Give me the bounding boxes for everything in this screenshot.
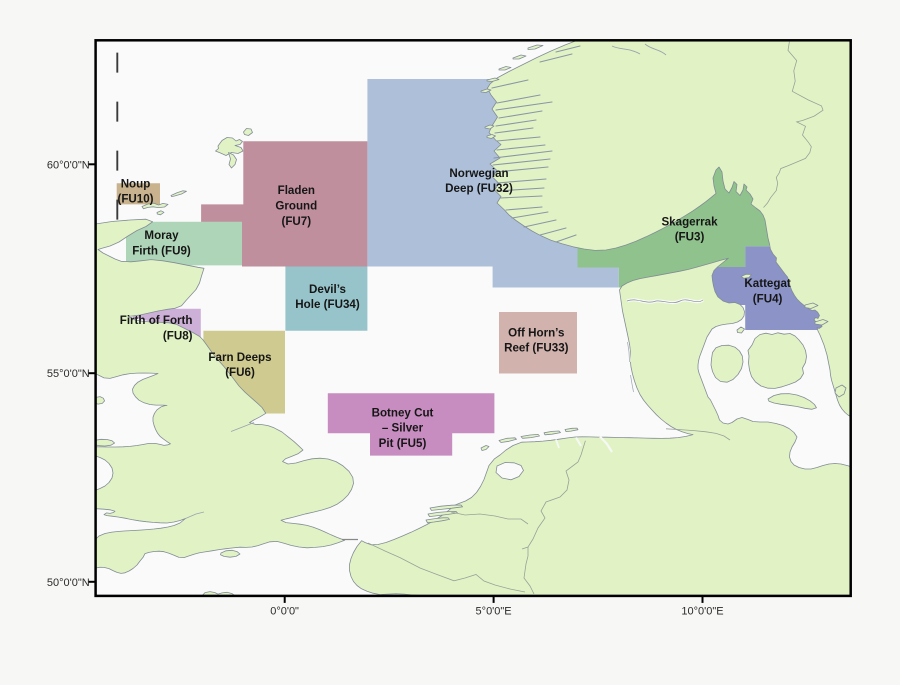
svg-text:55°0'0"N: 55°0'0"N — [47, 368, 90, 380]
svg-text:Pit (FU5): Pit (FU5) — [379, 437, 427, 450]
svg-text:(FU4): (FU4) — [753, 292, 783, 305]
svg-text:(FU7): (FU7) — [281, 215, 311, 228]
svg-text:10°0'0"E: 10°0'0"E — [681, 605, 723, 617]
svg-text:Hole (FU34): Hole (FU34) — [295, 298, 360, 311]
svg-text:Skagerrak: Skagerrak — [661, 215, 718, 228]
svg-text:Moray: Moray — [144, 229, 179, 242]
svg-text:Botney Cut: Botney Cut — [372, 406, 434, 419]
svg-text:(FU10): (FU10) — [117, 193, 153, 206]
svg-text:Norwegian: Norwegian — [449, 167, 508, 180]
svg-text:0°0'0": 0°0'0" — [270, 605, 299, 617]
svg-text:Fladen: Fladen — [278, 184, 315, 197]
svg-text:5°0'0"E: 5°0'0"E — [476, 605, 512, 617]
svg-text:Off Horn’s: Off Horn’s — [508, 327, 564, 340]
svg-text:Devil’s: Devil’s — [309, 283, 346, 296]
svg-text:(FU8): (FU8) — [163, 329, 193, 342]
svg-text:Reef (FU33): Reef (FU33) — [504, 342, 569, 355]
svg-text:Noup: Noup — [121, 178, 151, 191]
svg-text:50°0'0"N: 50°0'0"N — [47, 577, 90, 589]
svg-text:Ground: Ground — [275, 199, 317, 212]
svg-text:Firth of Forth: Firth of Forth — [120, 314, 193, 327]
svg-text:(FU3): (FU3) — [675, 231, 705, 244]
svg-text:Firth (FU9): Firth (FU9) — [132, 244, 191, 257]
svg-text:(FU6): (FU6) — [225, 366, 255, 379]
svg-text:Kattegat: Kattegat — [744, 277, 791, 290]
svg-text:60°0'0"N: 60°0'0"N — [47, 159, 90, 171]
svg-text:Farn Deeps: Farn Deeps — [208, 351, 271, 364]
svg-text:– Silver: – Silver — [382, 422, 424, 435]
svg-text:Deep (FU32): Deep (FU32) — [445, 182, 513, 195]
